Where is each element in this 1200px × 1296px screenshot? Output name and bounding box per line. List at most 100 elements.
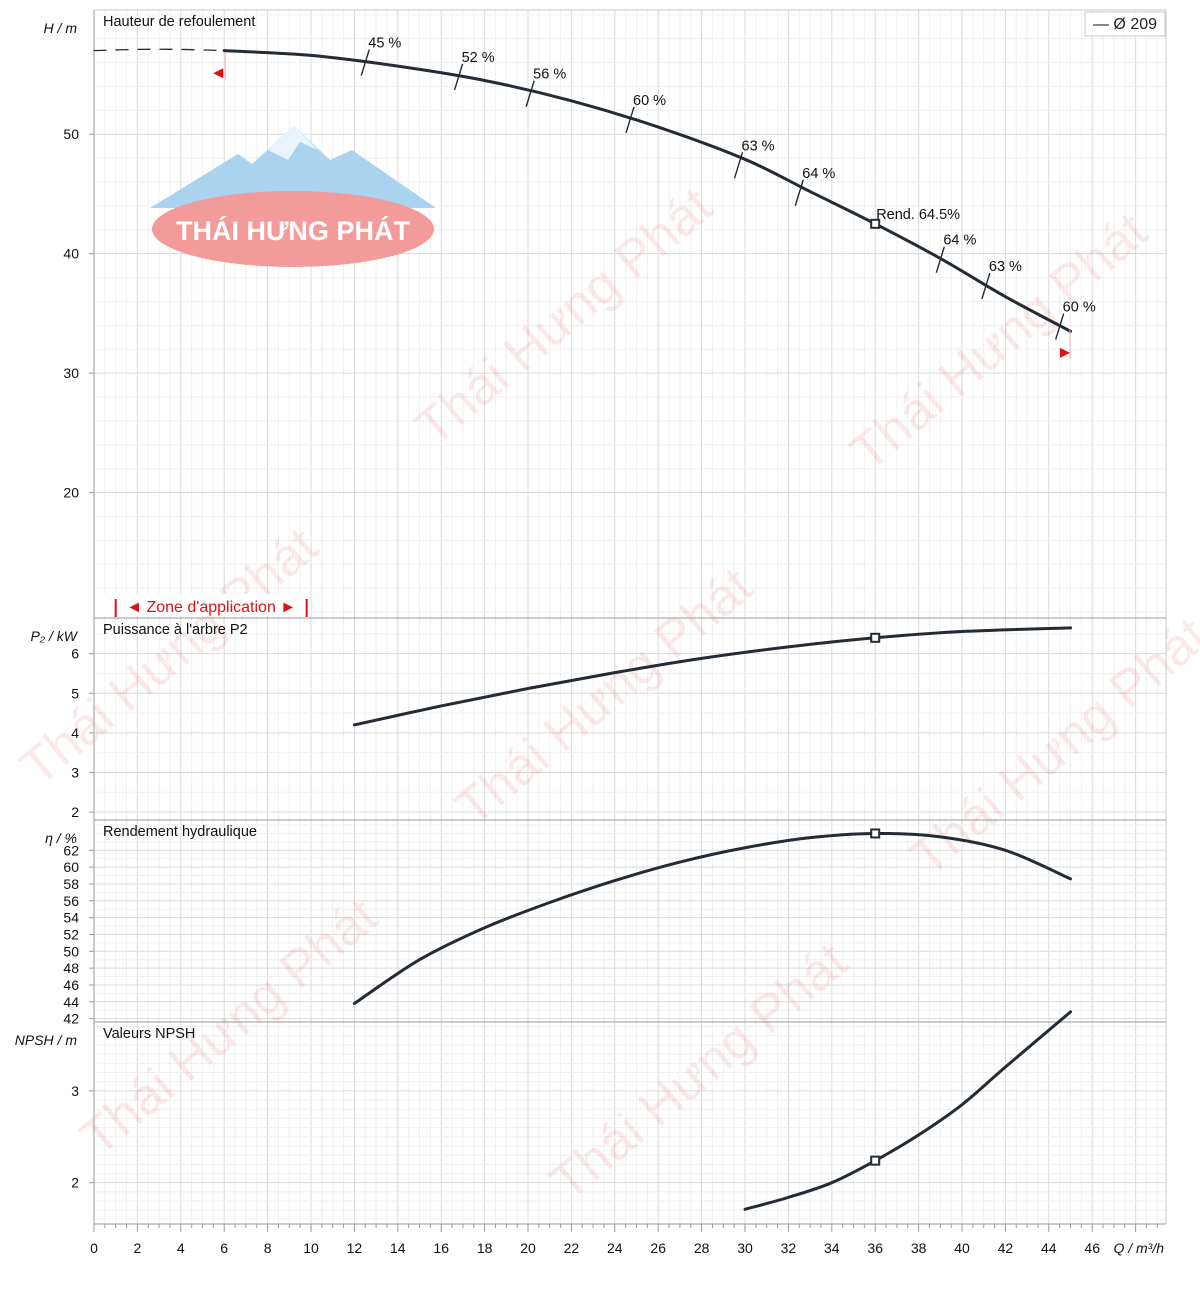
zone-background bbox=[96, 594, 307, 616]
y-axis-label: η / % bbox=[45, 830, 77, 846]
y-tick-label: 30 bbox=[63, 365, 79, 381]
y-tick-label: 58 bbox=[63, 876, 79, 892]
y-tick-label: 20 bbox=[63, 485, 79, 501]
efficiency-tick bbox=[525, 80, 535, 107]
x-tick-label: 2 bbox=[134, 1240, 142, 1256]
y-tick-label: 50 bbox=[63, 943, 79, 959]
x-tick-label: 24 bbox=[607, 1240, 623, 1256]
x-tick-label: 0 bbox=[90, 1240, 98, 1256]
efficiency-label: 63 % bbox=[742, 138, 775, 154]
y-tick-label: 56 bbox=[63, 893, 79, 909]
panel-title: Puissance à l'arbre P2 bbox=[103, 622, 248, 638]
x-tick-label: 36 bbox=[867, 1240, 883, 1256]
watermark-text: Thái Hưng Phát bbox=[840, 201, 1159, 482]
y-tick-label: 4 bbox=[71, 725, 79, 741]
x-tick-label: 12 bbox=[347, 1240, 363, 1256]
x-tick-label: 38 bbox=[911, 1240, 927, 1256]
x-tick-label: 16 bbox=[433, 1240, 449, 1256]
logo-mountain-icon bbox=[150, 126, 436, 208]
operating-point-marker bbox=[870, 828, 881, 839]
efficiency-tick bbox=[981, 272, 991, 300]
y-axis-label: P₂ / kW bbox=[30, 628, 78, 644]
x-tick-label: 30 bbox=[737, 1240, 753, 1256]
panel-title: Valeurs NPSH bbox=[103, 1026, 195, 1042]
company-logo: THÁI HƯNG PHÁT bbox=[150, 126, 436, 267]
range-start-triangle-icon bbox=[213, 68, 224, 79]
watermarks: Thái Hưng Phát Thái Hưng Phát Thái Hưng Ph… bbox=[10, 176, 1200, 1212]
panels: 20 30 40 50 H / m Hauteur de refoulement Rend.… bbox=[15, 9, 1167, 1225]
operating-point-marker bbox=[870, 632, 881, 643]
x-tick-label: 14 bbox=[390, 1240, 406, 1256]
x-tick-label: 4 bbox=[177, 1240, 185, 1256]
x-axis-label: Q / m³/h bbox=[1113, 1240, 1164, 1256]
efficiency-label: 56 % bbox=[533, 67, 566, 83]
efficiency-label: 64 % bbox=[802, 166, 835, 182]
series-line bbox=[743, 1010, 1073, 1211]
x-tick-label: 32 bbox=[781, 1240, 797, 1256]
x-tick-label: 26 bbox=[650, 1240, 666, 1256]
efficiency-label: 60 % bbox=[1063, 300, 1096, 316]
x-tick-label: 44 bbox=[1041, 1240, 1057, 1256]
y-tick-label: 60 bbox=[63, 859, 79, 875]
y-tick-label: 52 bbox=[63, 926, 79, 942]
x-tick-label: 28 bbox=[694, 1240, 710, 1256]
legend: — Ø 209 bbox=[1084, 11, 1166, 37]
watermark-text: Thái Hưng Phát bbox=[10, 516, 329, 797]
efficiency-label: 64 % bbox=[943, 233, 976, 249]
series-line bbox=[352, 831, 1073, 1005]
operating-point-marker bbox=[870, 1155, 881, 1166]
legend-label: — Ø 209 bbox=[1093, 16, 1157, 33]
panel-1: 20 30 40 50 H / m Hauteur de refoulement Rend.… bbox=[44, 9, 1167, 619]
efficiency-tick bbox=[935, 246, 945, 273]
watermark-text: Thái Hưng Phát bbox=[900, 606, 1200, 887]
x-axis: 0 2 4 6 8 10 12 14 16 18 20 22 24 26 28 30 32 34 36 38 40 42 4… bbox=[90, 1223, 1166, 1256]
y-tick-label: 6 bbox=[71, 646, 79, 662]
x-tick-label: 46 bbox=[1084, 1240, 1100, 1256]
efficiency-tick bbox=[453, 63, 464, 91]
y-tick-label: 2 bbox=[71, 1175, 79, 1191]
efficiency-label: 63 % bbox=[989, 259, 1022, 275]
efficiency-label: 52 % bbox=[462, 50, 495, 66]
efficiency-tick bbox=[625, 106, 635, 134]
y-tick-label: 5 bbox=[71, 685, 79, 701]
x-tick-label: 34 bbox=[824, 1240, 840, 1256]
range-end-triangle-icon bbox=[1060, 347, 1071, 358]
series-line bbox=[352, 626, 1073, 727]
panel-4: 2 3 NPSH / m Valeurs NPSH bbox=[15, 1010, 1167, 1225]
panel-title: Hauteur de refoulement bbox=[103, 14, 255, 30]
x-tick-label: 42 bbox=[998, 1240, 1014, 1256]
y-tick-label: 54 bbox=[63, 910, 79, 926]
panel-title: Rendement hydraulique bbox=[103, 824, 257, 840]
operating-point-label: Rend. 64.5% bbox=[876, 207, 960, 223]
x-tick-label: 20 bbox=[520, 1240, 536, 1256]
efficiency-label: 45 % bbox=[368, 36, 401, 52]
y-tick-label: 3 bbox=[71, 1083, 79, 1099]
y-tick-label: 42 bbox=[63, 1011, 79, 1027]
efficiency-tick bbox=[733, 152, 744, 179]
x-tick-label: 22 bbox=[564, 1240, 580, 1256]
series-line-dashed bbox=[93, 48, 225, 52]
efficiency-tick bbox=[1054, 313, 1065, 340]
y-tick-label: 48 bbox=[63, 960, 79, 976]
y-tick-label: 46 bbox=[63, 977, 79, 993]
y-tick-label: 50 bbox=[63, 126, 79, 142]
y-axis-label: H / m bbox=[44, 20, 78, 36]
y-tick-label: 62 bbox=[63, 842, 79, 858]
zone-label: ◄ Zone d'application ► bbox=[126, 599, 296, 616]
y-tick-label: 44 bbox=[63, 994, 79, 1010]
efficiency-label: 60 % bbox=[633, 93, 666, 109]
operating-point-marker bbox=[870, 218, 881, 229]
logo-text: THÁI HƯNG PHÁT bbox=[176, 215, 410, 246]
logo-snow-icon bbox=[268, 126, 318, 160]
y-axis-label: NPSH / m bbox=[15, 1032, 78, 1048]
y-tick-label: 2 bbox=[71, 804, 79, 820]
panel-2: 2 3 4 5 6 P₂ / kW Puissance à l'arbre P2 bbox=[30, 618, 1167, 821]
legend-box bbox=[1084, 11, 1166, 37]
logo-band bbox=[152, 191, 434, 267]
efficiency-tick bbox=[794, 179, 804, 206]
y-tick-label: 40 bbox=[63, 246, 79, 262]
x-tick-label: 18 bbox=[477, 1240, 493, 1256]
watermark-text: Thái Hưng Phát bbox=[405, 176, 724, 457]
